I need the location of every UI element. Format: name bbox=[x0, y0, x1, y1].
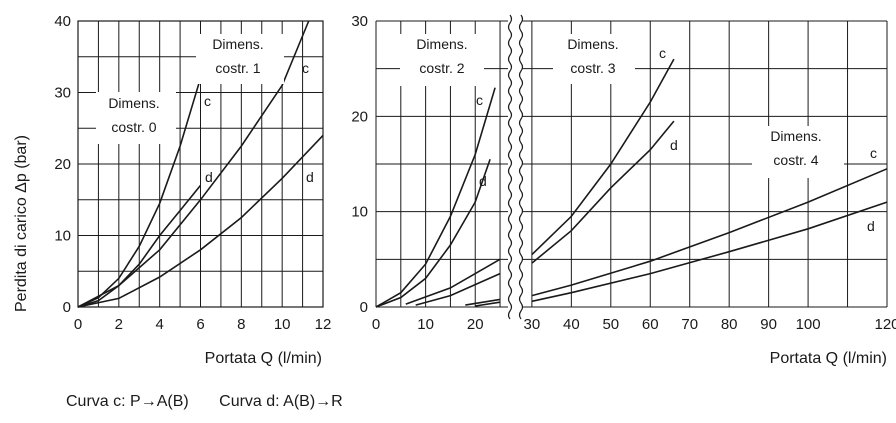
right-curve-2-d-b bbox=[531, 201, 888, 303]
curve-letter-c: c bbox=[302, 60, 309, 76]
left-curve-0-d bbox=[77, 184, 202, 308]
right-curve-1-c-a bbox=[405, 258, 501, 305]
left-x-tick-label: 6 bbox=[196, 316, 204, 333]
left-chart-frame bbox=[77, 20, 324, 308]
group-label-dimens-costr-1: costr. 1 bbox=[215, 60, 260, 76]
curves bbox=[77, 20, 888, 308]
curve-letter-d: d bbox=[479, 173, 487, 189]
right-x-tick-label: 60 bbox=[642, 316, 659, 333]
group-label-dimens-costr-2: costr. 2 bbox=[419, 60, 464, 76]
curve-letter-c: c bbox=[204, 93, 211, 109]
left-curve-1-c bbox=[77, 20, 310, 308]
right-x-tick-label: 50 bbox=[602, 316, 619, 333]
right-curve-2-c-b bbox=[531, 168, 888, 297]
axis-break-gap bbox=[511, 13, 520, 317]
right-curve-2-c-a bbox=[465, 298, 501, 306]
group-label-dimens-costr-0: Dimens. bbox=[108, 95, 159, 111]
group-label-dimens-costr-0: costr. 0 bbox=[111, 119, 156, 135]
y-axis-label: Perdita di carico Δp (bar) bbox=[13, 135, 30, 312]
right-x-tick-label: 100 bbox=[796, 316, 821, 333]
curve-letter-d: d bbox=[205, 169, 213, 185]
left-y-tick-label: 40 bbox=[54, 13, 71, 30]
right-x-tick-label: 0 bbox=[372, 316, 380, 333]
right-curve-1-d-a bbox=[415, 272, 501, 306]
right-x-tick-label: 30 bbox=[524, 316, 541, 333]
axis-break-line-right bbox=[518, 14, 524, 320]
right-curve-0-c-a bbox=[375, 87, 496, 308]
right-curve-1-d-b bbox=[531, 120, 675, 264]
curve-letter-d: d bbox=[670, 137, 678, 153]
curve-letter-c: c bbox=[870, 145, 877, 161]
right-x-axis-label: Portata Q (l/min) bbox=[770, 350, 887, 367]
left-x-tick-label: 2 bbox=[115, 316, 123, 333]
right-curve-2-d-a bbox=[475, 301, 501, 307]
left-x-tick-label: 12 bbox=[315, 316, 332, 333]
legend-curve-d: Curva d: A(B)→R bbox=[219, 393, 343, 410]
left-x-tick-label: 8 bbox=[237, 316, 245, 333]
left-curve-0-c bbox=[77, 77, 202, 308]
right-x-tick-label: 90 bbox=[760, 316, 777, 333]
group-label-dimens-costr-4: Dimens. bbox=[770, 128, 821, 144]
label-background bbox=[553, 34, 635, 84]
group-label-dimens-costr-3: Dimens. bbox=[567, 36, 618, 52]
left-x-axis-label: Portata Q (l/min) bbox=[205, 350, 322, 367]
label-background bbox=[752, 126, 844, 178]
right-y-tick-label: 20 bbox=[351, 108, 368, 125]
axis-break-line-left bbox=[507, 14, 513, 320]
right-x-tick-label: 40 bbox=[563, 316, 580, 333]
left-y-tick-label: 20 bbox=[54, 156, 71, 173]
group-label-dimens-costr-2: Dimens. bbox=[416, 36, 467, 52]
left-x-tick-label: 10 bbox=[274, 316, 291, 333]
right-x-tick-label: 120 bbox=[874, 316, 896, 333]
right-x-tick-label: 10 bbox=[417, 316, 434, 333]
legend-curve-c: Curva c: P→A(B) bbox=[66, 393, 189, 410]
annotations: Dimens. costr. 0 Dimens. costr. 1 c d c d Dimens… bbox=[96, 34, 877, 234]
left-curve-1-d bbox=[77, 134, 324, 308]
left-y-tick-label: 10 bbox=[54, 228, 71, 245]
group-label-dimens-costr-4: costr. 4 bbox=[773, 152, 818, 168]
label-background bbox=[400, 34, 484, 86]
right-y-tick-label: 0 bbox=[360, 299, 368, 316]
label-background bbox=[96, 92, 176, 144]
left-x-tick-label: 0 bbox=[74, 316, 82, 333]
right-curve-1-c-b bbox=[531, 58, 675, 256]
legend: Curva c: P→A(B) Curva d: A(B)→R bbox=[66, 393, 369, 411]
curve-letter-c: c bbox=[659, 45, 666, 61]
left-x-tick-label: 4 bbox=[155, 316, 163, 333]
right-y-tick-label: 10 bbox=[351, 204, 368, 221]
curve-letter-d: d bbox=[306, 169, 314, 185]
curve-letter-c: c bbox=[476, 92, 483, 108]
curve-letter-d: d bbox=[867, 218, 875, 234]
left-y-tick-label: 0 bbox=[63, 299, 71, 316]
right-x-tick-label: 70 bbox=[681, 316, 698, 333]
right-y-tick-label: 30 bbox=[351, 13, 368, 30]
right-curve-0-d-a bbox=[375, 158, 491, 308]
right-x-tick-label: 20 bbox=[467, 316, 484, 333]
left-y-tick-label: 30 bbox=[54, 85, 71, 102]
group-label-dimens-costr-3: costr. 3 bbox=[570, 60, 615, 76]
group-label-dimens-costr-1: Dimens. bbox=[212, 36, 263, 52]
right-x-tick-label: 80 bbox=[721, 316, 738, 333]
label-background bbox=[196, 34, 284, 84]
